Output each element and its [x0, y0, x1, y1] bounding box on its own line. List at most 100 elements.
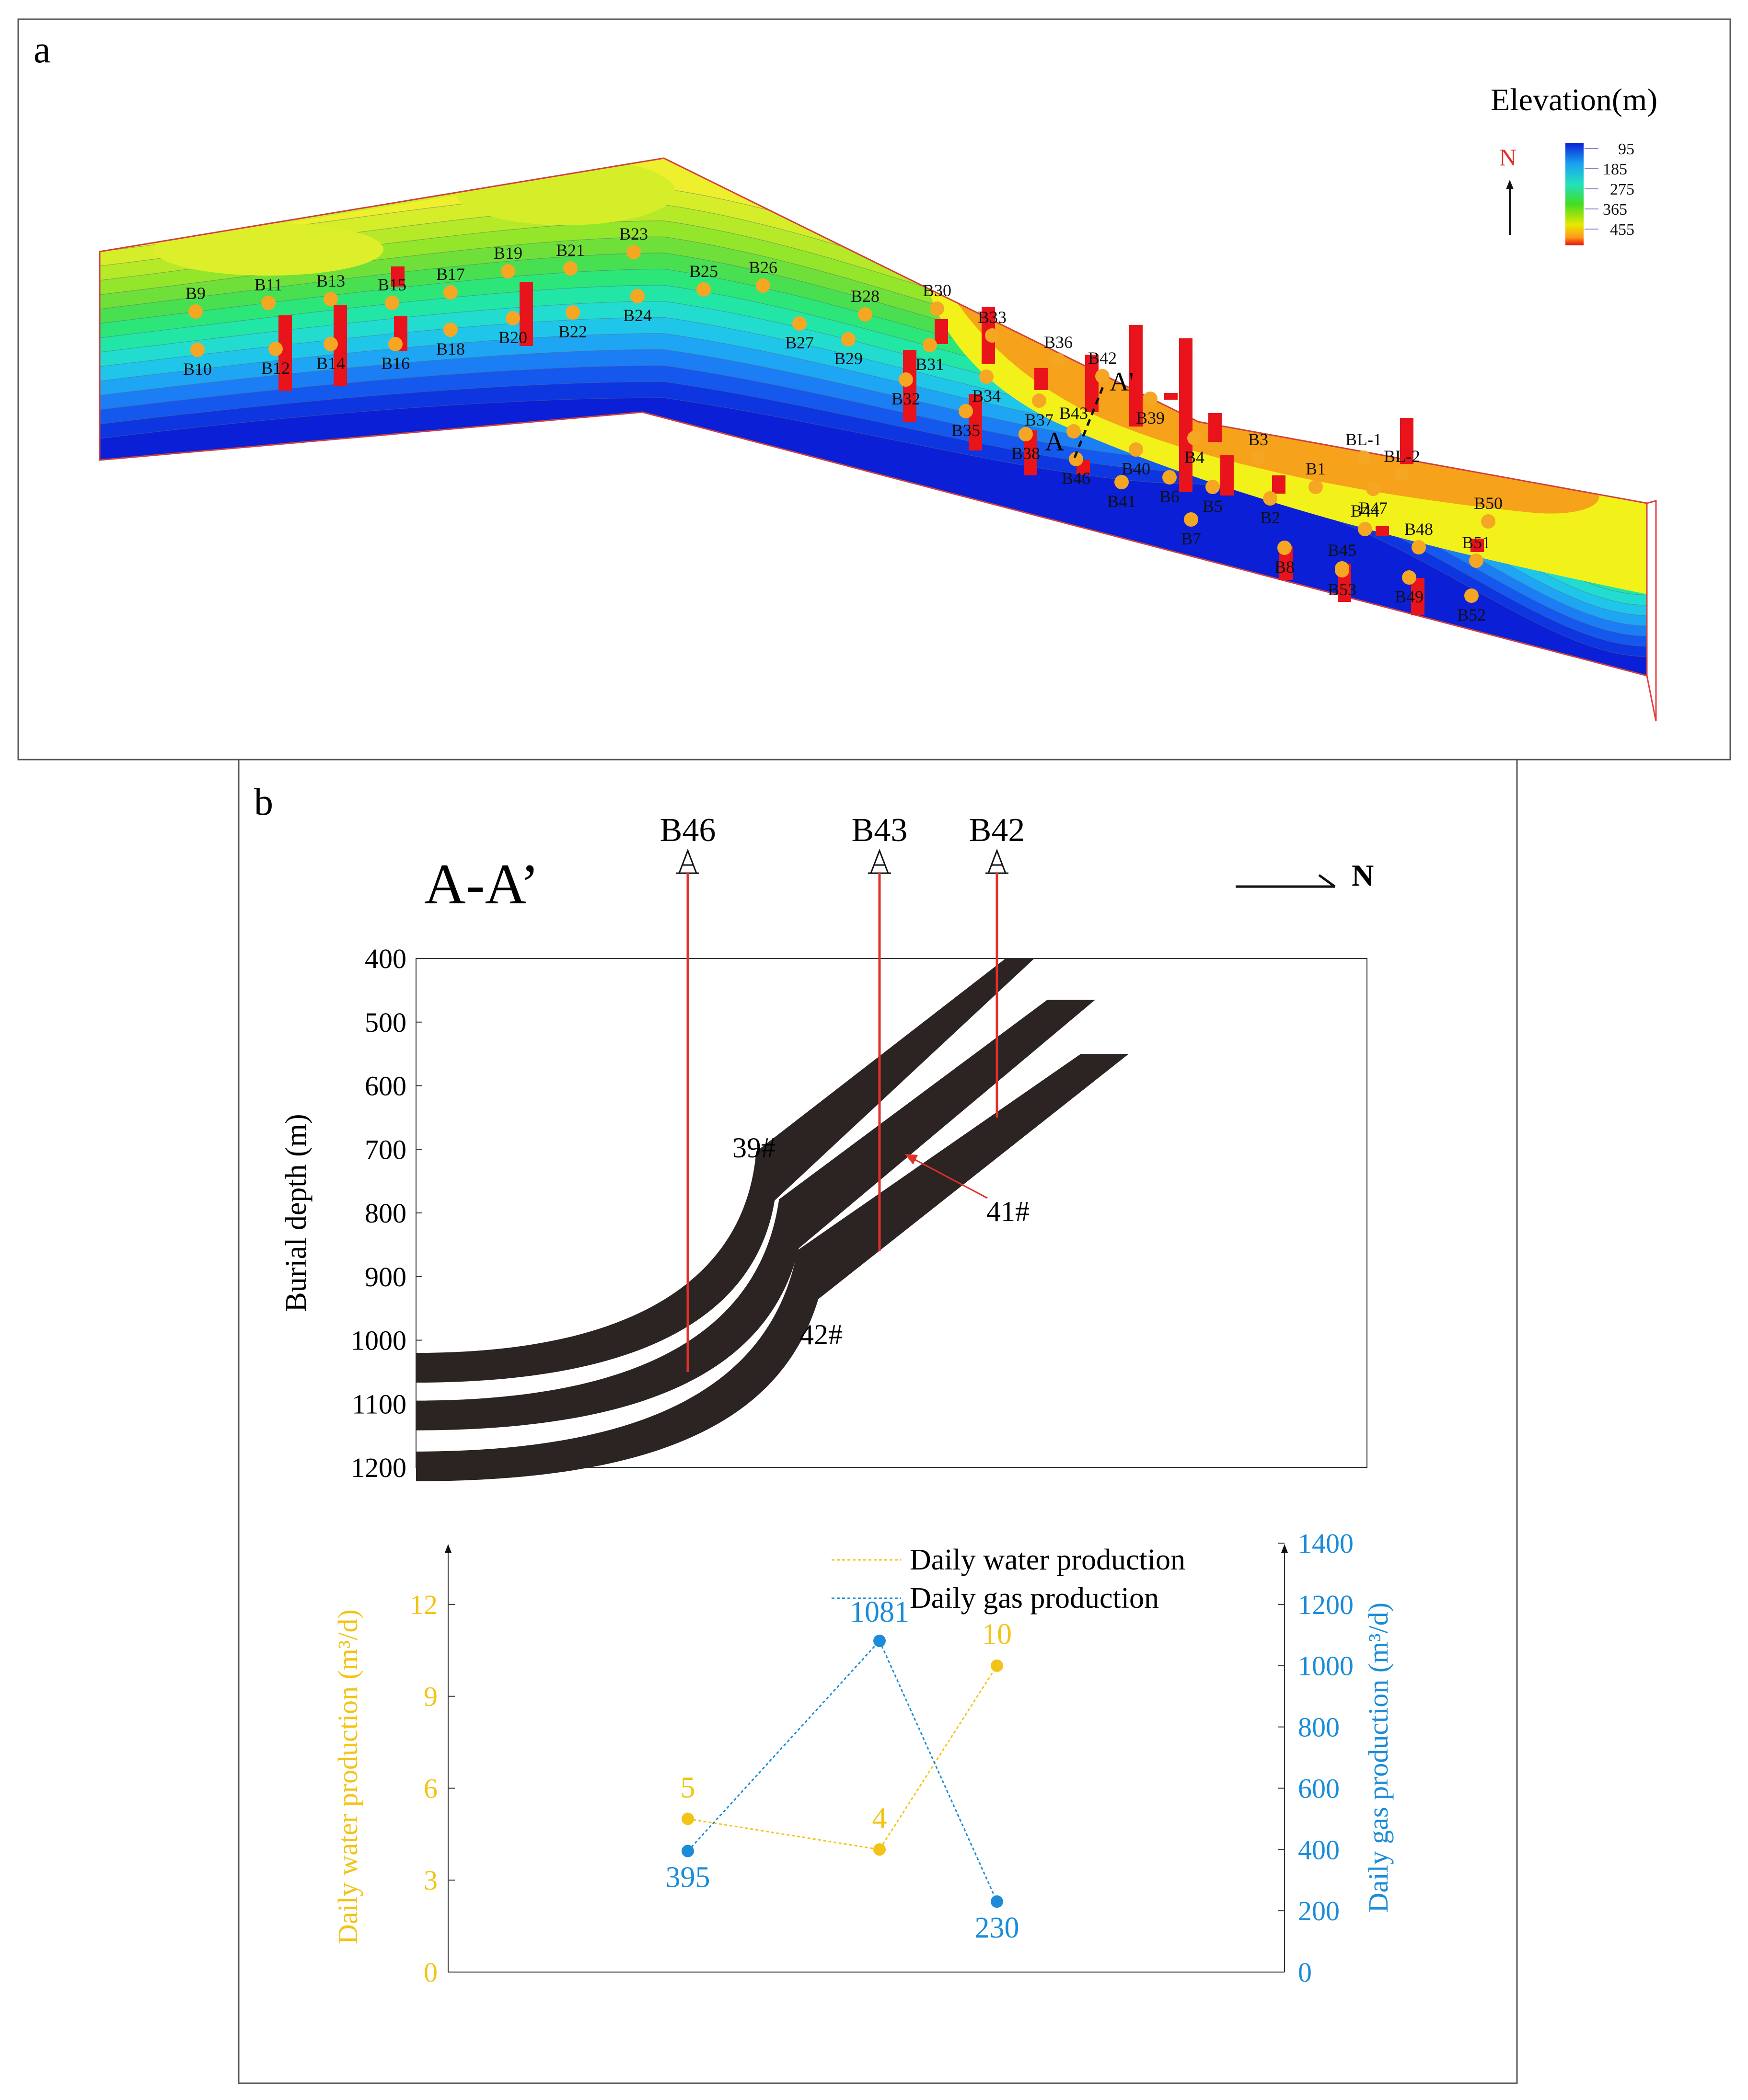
right-tick-label: 800 [1298, 1712, 1340, 1743]
legend-tick-label: 185 [1603, 161, 1627, 178]
legend-tick-label: 95 [1618, 140, 1634, 158]
well-marker [388, 337, 403, 351]
map-outline [99, 157, 1648, 677]
y-tick-label: 800 [365, 1198, 406, 1229]
well-label: B32 [891, 389, 920, 408]
contour-band [153, 223, 383, 276]
well-marker [985, 328, 999, 343]
right-tick-label: 1200 [1298, 1589, 1354, 1620]
well-label: B36 [1044, 333, 1073, 352]
well-marker [756, 278, 770, 293]
well-label: B14 [316, 354, 345, 373]
map-frame-edge [1646, 500, 1657, 722]
thickness-bar [1208, 413, 1222, 442]
legend-tick-label: 365 [1603, 201, 1627, 219]
well-label: B43 [1059, 404, 1088, 423]
gas-point [991, 1895, 1003, 1908]
well-name: B42 [969, 812, 1025, 849]
well-label: B3 [1248, 430, 1268, 449]
thickness-bar [969, 394, 982, 450]
right-tick-label: 1400 [1298, 1528, 1354, 1559]
well-marker [501, 264, 515, 278]
well-label: B27 [785, 333, 814, 352]
well-marker [979, 369, 994, 384]
well-marker [1366, 482, 1380, 496]
water-data-label: 5 [681, 1771, 695, 1804]
well-label: B20 [498, 328, 527, 347]
left-tick-label: 9 [424, 1681, 438, 1712]
y-tick-label: 400 [365, 943, 406, 974]
well-marker [1335, 563, 1349, 577]
legend-tick-label: 275 [1610, 181, 1634, 198]
well-label: B18 [436, 339, 465, 358]
y-tick-label: 500 [365, 1007, 406, 1038]
well-marker [188, 304, 203, 319]
water-line [687, 1665, 998, 1850]
well-marker [1308, 480, 1323, 494]
left-tick-label: 6 [424, 1773, 438, 1804]
well-label: B34 [972, 386, 1001, 405]
thickness-bar [1129, 325, 1143, 427]
well-marker [959, 404, 973, 418]
well-marker [1464, 588, 1479, 603]
gas-point [682, 1845, 694, 1858]
thickness-bar [391, 266, 405, 287]
well-label: B38 [1011, 444, 1040, 463]
well-marker [1481, 514, 1495, 529]
well-label: B46 [1062, 469, 1090, 488]
seam-label: 41# [986, 1196, 1030, 1227]
left-tick-label: 3 [424, 1865, 438, 1896]
well-marker [1395, 467, 1409, 482]
well-marker [1251, 450, 1265, 465]
well-label: B10 [183, 359, 212, 379]
well-marker [899, 372, 913, 387]
thickness-bar [1272, 475, 1285, 494]
well-marker [1356, 450, 1371, 465]
section-title: A-A’ [424, 852, 539, 916]
thickness-bar [935, 319, 948, 344]
water-point [991, 1659, 1003, 1672]
well-label: BL-2 [1384, 447, 1420, 466]
well-marker [696, 282, 711, 297]
well-label: B41 [1107, 492, 1136, 511]
gas-data-label: 230 [975, 1912, 1019, 1944]
coal-seam [416, 1000, 1095, 1431]
well-label: B4 [1184, 448, 1204, 467]
legend-water-label: Daily water production [910, 1544, 1185, 1576]
north-arrow-head-icon [1506, 180, 1514, 189]
gas-data-label: 395 [666, 1861, 710, 1893]
well-marker [1187, 431, 1202, 445]
water-data-label: 10 [982, 1618, 1012, 1651]
thickness-bar [1179, 338, 1192, 492]
well-marker [1032, 393, 1046, 408]
panel-b-label: b [254, 781, 273, 823]
well-label: B31 [915, 355, 944, 374]
y-axis-label: Burial depth (m) [280, 1114, 313, 1312]
panel-b-north-label: N [1352, 858, 1374, 892]
section-line-a-a [1073, 385, 1105, 458]
well-label: BL-1 [1345, 430, 1382, 449]
right-axis-label: Daily gas production (m³/d) [1363, 1603, 1394, 1913]
right-tick-label: 600 [1298, 1773, 1340, 1804]
well-marker [1184, 512, 1198, 527]
well-label: B13 [316, 271, 345, 290]
well-label: B53 [1328, 580, 1356, 599]
right-tick-label: 200 [1298, 1895, 1340, 1927]
well-marker [1069, 452, 1083, 466]
well-marker [1263, 491, 1277, 506]
well-label: B44 [1351, 501, 1379, 520]
axis-arrow-icon [445, 1544, 451, 1553]
thickness-bar [1411, 578, 1424, 615]
well-marker [506, 311, 520, 325]
well-label: B11 [255, 275, 283, 294]
well-label: B17 [436, 265, 465, 284]
well-marker [1129, 442, 1143, 457]
well-label: B47 [1359, 498, 1388, 518]
water-point [873, 1843, 886, 1856]
well-label: B24 [623, 306, 652, 325]
cross-section-chart: 400 500 600 700 800 900 1000 1100 1200 Burial dep… [280, 812, 1367, 1483]
well-marker [792, 316, 807, 331]
well-marker [1143, 392, 1158, 406]
well-marker [1402, 570, 1416, 585]
